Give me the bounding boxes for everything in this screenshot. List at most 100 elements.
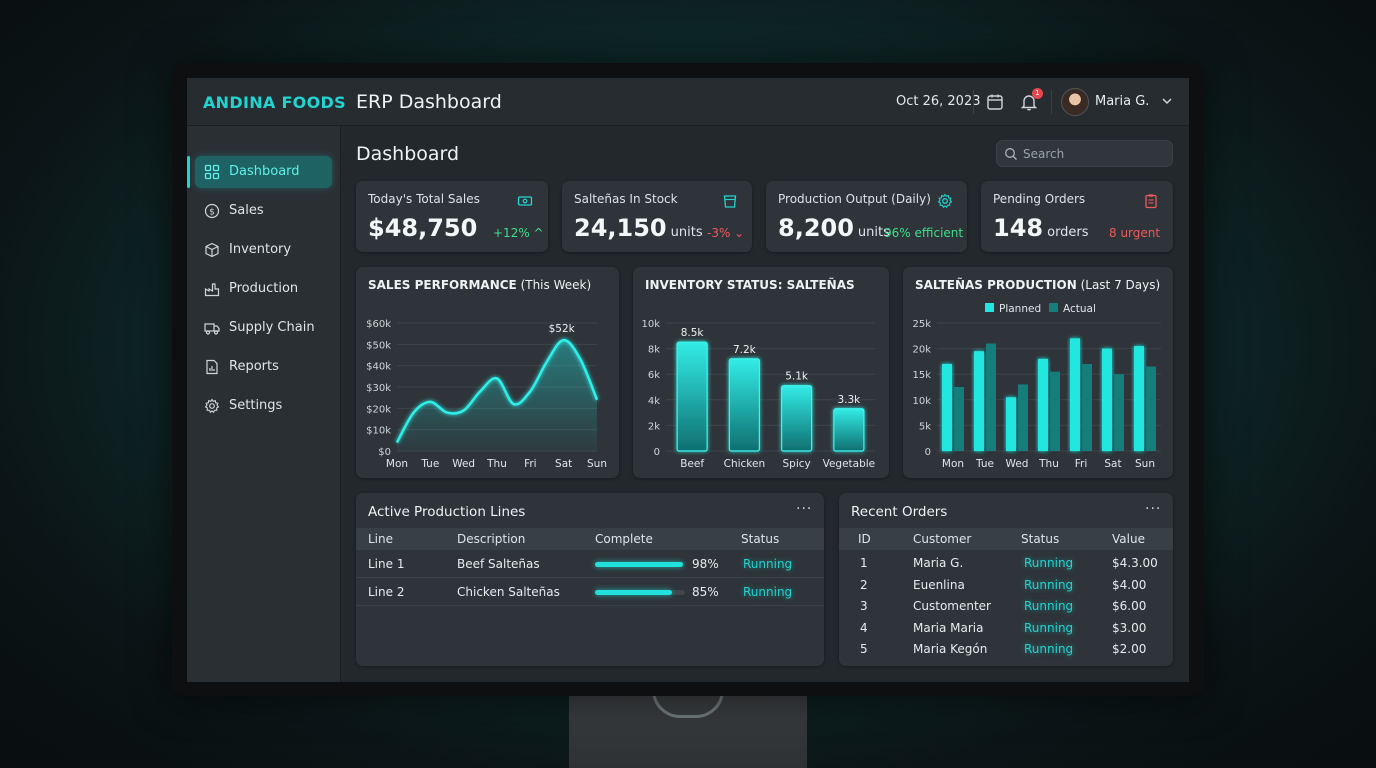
column-header[interactable]: Status [741,532,780,546]
value-cell: $4.3.00 [1112,556,1158,570]
bar [1006,397,1016,451]
status-badge: Running [743,557,793,571]
kpi-label: Salteñas In Stock [574,192,678,206]
y-tick-label: $20k [366,404,391,415]
bar [781,385,813,452]
user-name[interactable]: Maria G. [1095,94,1150,109]
data-label: 7.2k [733,344,757,356]
bar [942,363,952,451]
complete-cell: 85% [692,585,719,599]
x-tick-label: Fri [1075,458,1088,470]
sidebar-item-reports[interactable]: Reports [195,351,332,383]
y-tick-label: $0 [378,447,391,458]
recent-orders-panel: Recent Orders ··· ID Customer Status Val… [839,493,1173,666]
bar [1146,366,1156,451]
sidebar-item-production[interactable]: Production [195,273,332,305]
sidebar-item-inventory[interactable]: Inventory [195,234,332,266]
x-tick-label: Fri [524,458,537,470]
search-icon [1005,148,1017,160]
kpi-value: 148 orders [993,214,1089,242]
x-tick-label: Wed [1006,458,1029,470]
search-input[interactable] [1023,144,1168,164]
id-cell: 1 [860,556,868,570]
x-tick-label: Mon [386,458,408,470]
top-bar: ANDINA FOODS ERP Dashboard Oct 26, 2023 … [187,78,1189,126]
data-label: 3.3k [837,394,861,406]
bell-icon[interactable] [1019,92,1039,112]
column-header[interactable]: Customer [913,532,972,546]
sidebar-item-supply-chain[interactable]: Supply Chain [195,312,332,344]
bar [986,343,996,451]
sidebar-item-label: Settings [229,398,283,413]
box-icon [205,242,219,258]
legend-label: Actual [1063,303,1096,315]
dollar-icon: $ [204,203,220,219]
x-tick-label: Vegetable [823,458,876,470]
column-header[interactable]: ID [858,532,871,546]
value-cell: $4.00 [1112,577,1147,592]
chevron-down-icon[interactable] [1160,94,1174,108]
status-badge: Running [743,585,793,599]
description-cell: Beef Salteñas [457,557,540,571]
current-date: Oct 26, 2023 [896,94,981,109]
bar [1134,346,1144,451]
description-cell: Chicken Salteñas [457,585,560,599]
panel-title: Recent Orders [851,504,948,520]
series-line [395,338,599,444]
sidebar-item-dashboard[interactable]: Dashboard [195,156,332,188]
inventory-status-chart: 0 2k 4k 6k 8k 10k 8.5k Beef 7.2k Chicken 5.1k Spicy… [641,319,876,470]
panel-title: Active Production Lines [368,504,526,520]
kpi-card-stock[interactable]: Salteñas In Stock 24,150 units -3% ⌄ [562,181,752,252]
x-tick-label: Tue [420,458,439,470]
value-cell: $2.00 [1112,642,1147,656]
sidebar-item-settings[interactable]: Settings [195,390,332,422]
column-header[interactable]: Complete [595,532,653,546]
kpi-unit: units [857,225,890,240]
more-menu-icon[interactable]: ··· [1145,501,1162,517]
divider [973,90,974,114]
line-cell: Line 1 [368,557,405,571]
brand-logo[interactable]: ANDINA FOODS [203,93,346,112]
legend-swatch [985,303,994,312]
chart-title: INVENTORY STATUS: SALTEÑAS [645,278,855,292]
column-header[interactable]: Line [368,532,394,546]
y-tick-label: 15k [912,370,931,381]
kpi-card-total-sales[interactable]: Today's Total Sales $48,750 +12% ^ [356,181,548,252]
progress-fill [595,590,672,595]
kpi-label: Today's Total Sales [368,192,480,206]
sidebar-item-sales[interactable]: $ Sales [195,195,332,227]
column-header[interactable]: Value [1112,532,1145,546]
kpi-label: Pending Orders [993,192,1086,206]
y-tick-label: $30k [366,383,391,394]
customer-cell: Maria G. [913,556,964,570]
kpi-change: +12% ^ [493,226,544,240]
kpi-card-pending-orders[interactable]: Pending Orders 148 orders 8 urgent [981,181,1173,252]
y-tick-label: 10k [641,319,660,330]
column-header[interactable]: Status [1021,532,1060,546]
bar [954,387,964,451]
truck-icon [204,323,220,335]
more-menu-icon[interactable]: ··· [796,501,813,517]
y-tick-label: $40k [366,362,391,373]
x-tick-label: Beef [680,458,704,470]
x-tick-label: Mon [942,458,964,470]
chart-title: SALTEÑAS PRODUCTION (Last 7 Days) [915,278,1161,292]
bar [1050,371,1060,451]
x-tick-label: Sat [1104,458,1121,470]
customer-cell: Maria Maria [913,620,984,635]
column-header[interactable]: Description [457,532,526,546]
progress-bar [595,562,685,567]
kpi-value: 8,200 units [778,214,890,242]
search-box[interactable] [996,140,1173,167]
sidebar: Dashboard $ Sales Inventory Production [187,126,341,682]
data-label: 8.5k [681,327,705,339]
legend-label: Planned [999,303,1041,315]
customer-cell: Euenlina [913,577,965,592]
calendar-icon[interactable] [985,92,1005,112]
kpi-card-production[interactable]: Production Output (Daily) 8,200 units 96%… [766,181,967,252]
progress-fill [595,562,684,567]
avatar[interactable] [1061,88,1089,116]
y-tick-label: 0 [654,447,660,458]
bar [1070,338,1080,451]
y-tick-label: 20k [912,345,931,356]
